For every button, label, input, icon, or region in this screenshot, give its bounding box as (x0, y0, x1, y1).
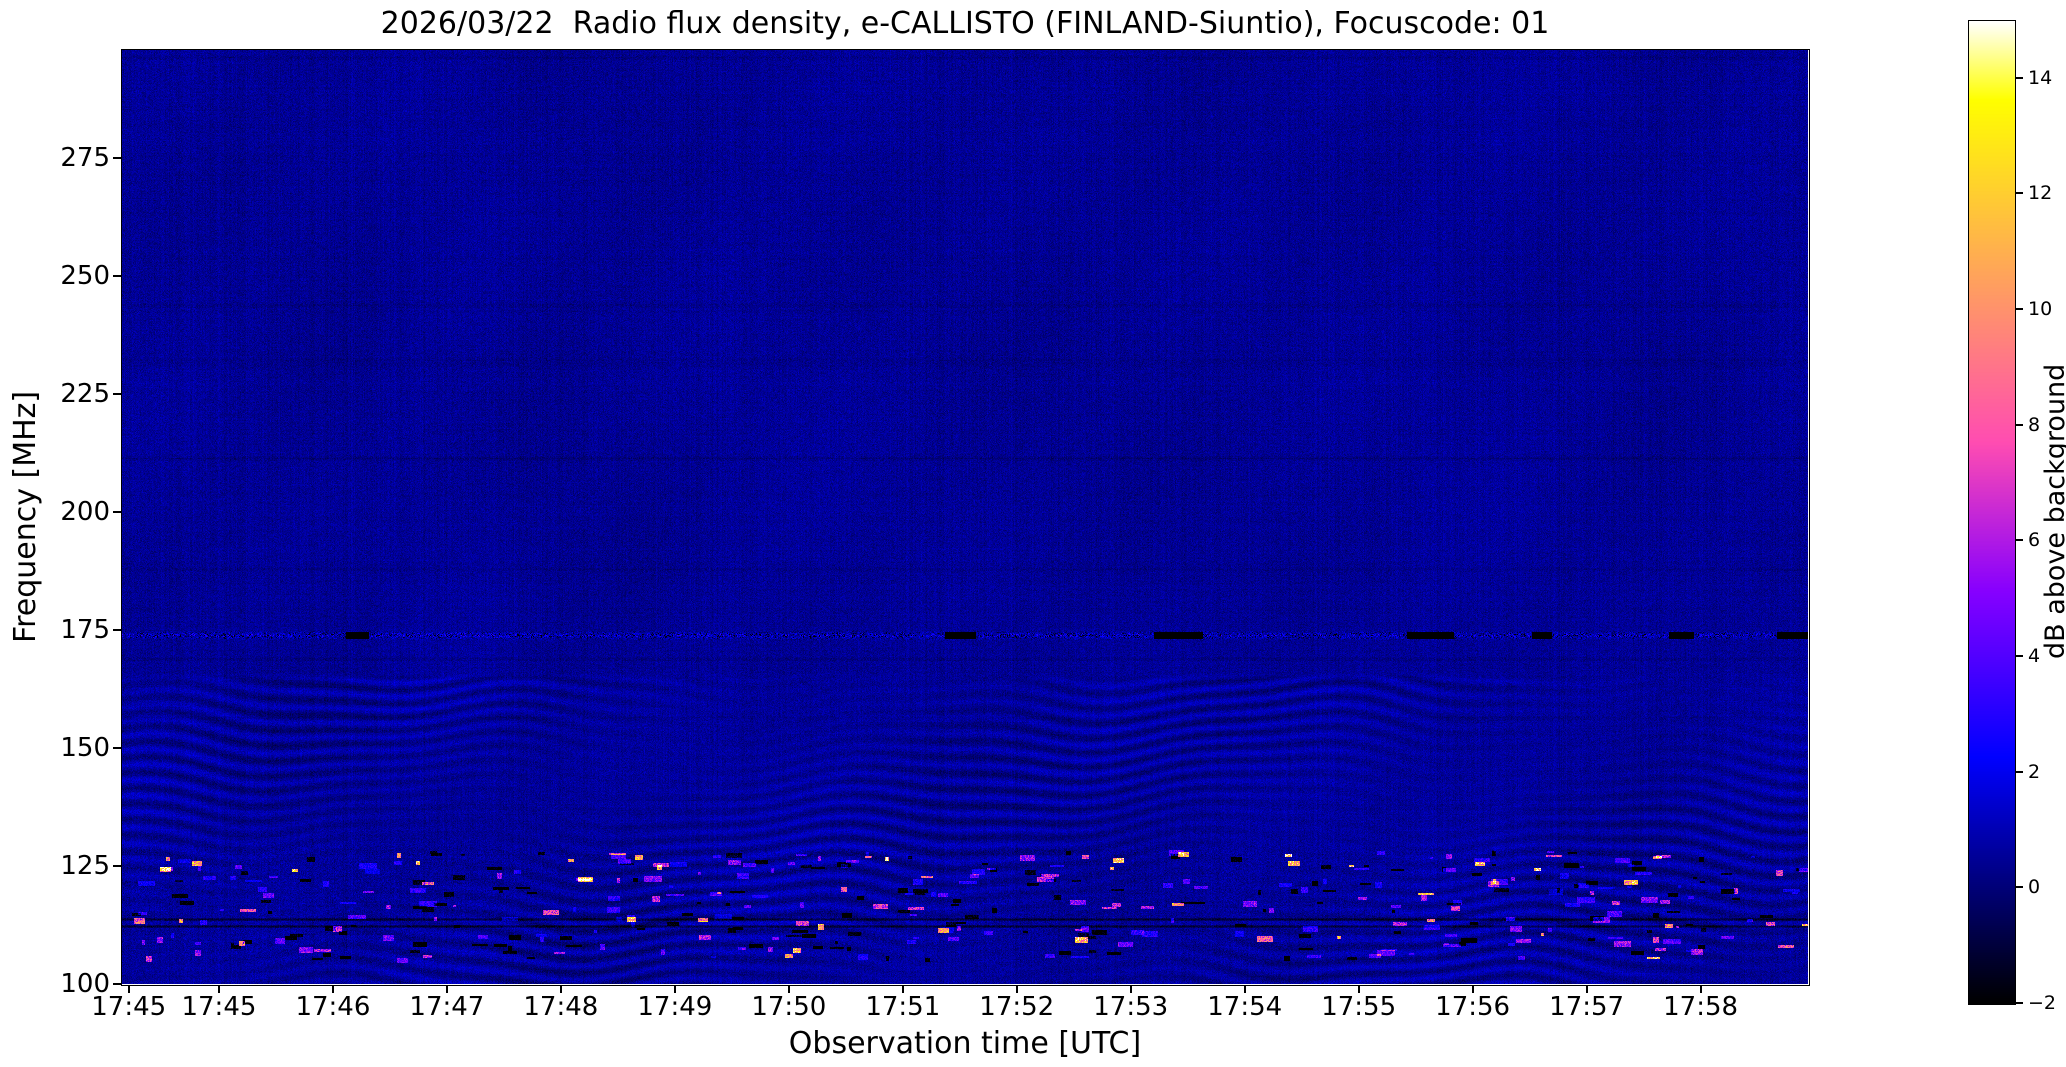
x-tick-mark (217, 985, 220, 993)
y-tick-mark (113, 511, 121, 514)
y-tick-mark (113, 747, 121, 750)
heatmap-plot (122, 50, 1808, 984)
colorbar-tick-label: 2 (2028, 760, 2041, 783)
y-tick-mark (113, 275, 121, 278)
x-tick-mark (1471, 985, 1474, 993)
colorbar-tick-mark (2016, 76, 2023, 79)
x-tick-label: 17:55 (1321, 992, 1397, 1022)
y-tick-mark (113, 157, 121, 160)
colorbar-tick-label: 6 (2028, 529, 2041, 552)
x-tick-label: 17:50 (751, 992, 827, 1022)
colorbar-tick-mark (2016, 770, 2023, 773)
colorbar-label: dB above background (2040, 363, 2066, 660)
x-tick-mark (901, 985, 904, 993)
x-tick-mark (1243, 985, 1246, 993)
y-tick-mark (113, 865, 121, 868)
colorbar-tick-mark (2016, 886, 2023, 889)
chart-title: 2026/03/22 Radio flux density, e-CALLIST… (380, 6, 1550, 41)
colorbar-tick-mark (2016, 192, 2023, 195)
x-tick-label: 17:45 (181, 992, 257, 1022)
x-tick-mark (445, 985, 448, 993)
x-tick-label: 17:48 (523, 992, 599, 1022)
x-tick-label: 17:49 (637, 992, 713, 1022)
x-tick-mark (1129, 985, 1132, 993)
x-tick-mark (673, 985, 676, 993)
colorbar-tick-mark (2016, 1002, 2023, 1004)
colorbar-tick-label: 4 (2028, 645, 2041, 668)
x-tick-mark (559, 985, 562, 993)
colorbar-tick-mark (2016, 539, 2023, 542)
colorbar-tick-label: 0 (2028, 876, 2041, 899)
x-tick-label: 17:47 (409, 992, 485, 1022)
x-axis-label: Observation time [UTC] (788, 1026, 1142, 1061)
colorbar-tick-mark (2016, 423, 2023, 426)
colorbar-tick-mark (2016, 308, 2023, 311)
y-tick-mark (113, 629, 121, 632)
x-tick-mark (127, 985, 130, 993)
x-tick-mark (1015, 985, 1018, 993)
x-tick-label: 17:54 (1207, 992, 1283, 1022)
x-tick-label: 17:53 (1093, 992, 1169, 1022)
x-tick-label: 17:57 (1549, 992, 1625, 1022)
x-tick-label: 17:56 (1435, 992, 1511, 1022)
x-tick-mark (1585, 985, 1588, 993)
y-tick-mark (113, 983, 121, 985)
colorbar-tick-label: 8 (2028, 413, 2041, 436)
x-tick-mark (1357, 985, 1360, 993)
x-tick-label: 17:52 (979, 992, 1055, 1022)
x-tick-label: 17:51 (865, 992, 941, 1022)
x-tick-label: 17:45 (91, 992, 167, 1022)
spectrogram-canvas (122, 50, 1808, 984)
x-tick-label: 17:46 (295, 992, 371, 1022)
x-tick-mark (1699, 985, 1702, 993)
x-tick-mark (787, 985, 790, 993)
x-tick-mark (331, 985, 334, 993)
colorbar (1968, 20, 2016, 1005)
colorbar-tick-mark (2016, 655, 2023, 658)
x-tick-label: 17:58 (1663, 992, 1739, 1022)
y-tick-mark (113, 393, 121, 396)
y-axis-label: Frequency [MHz] (8, 390, 43, 644)
colorbar-canvas (1969, 21, 2015, 1004)
